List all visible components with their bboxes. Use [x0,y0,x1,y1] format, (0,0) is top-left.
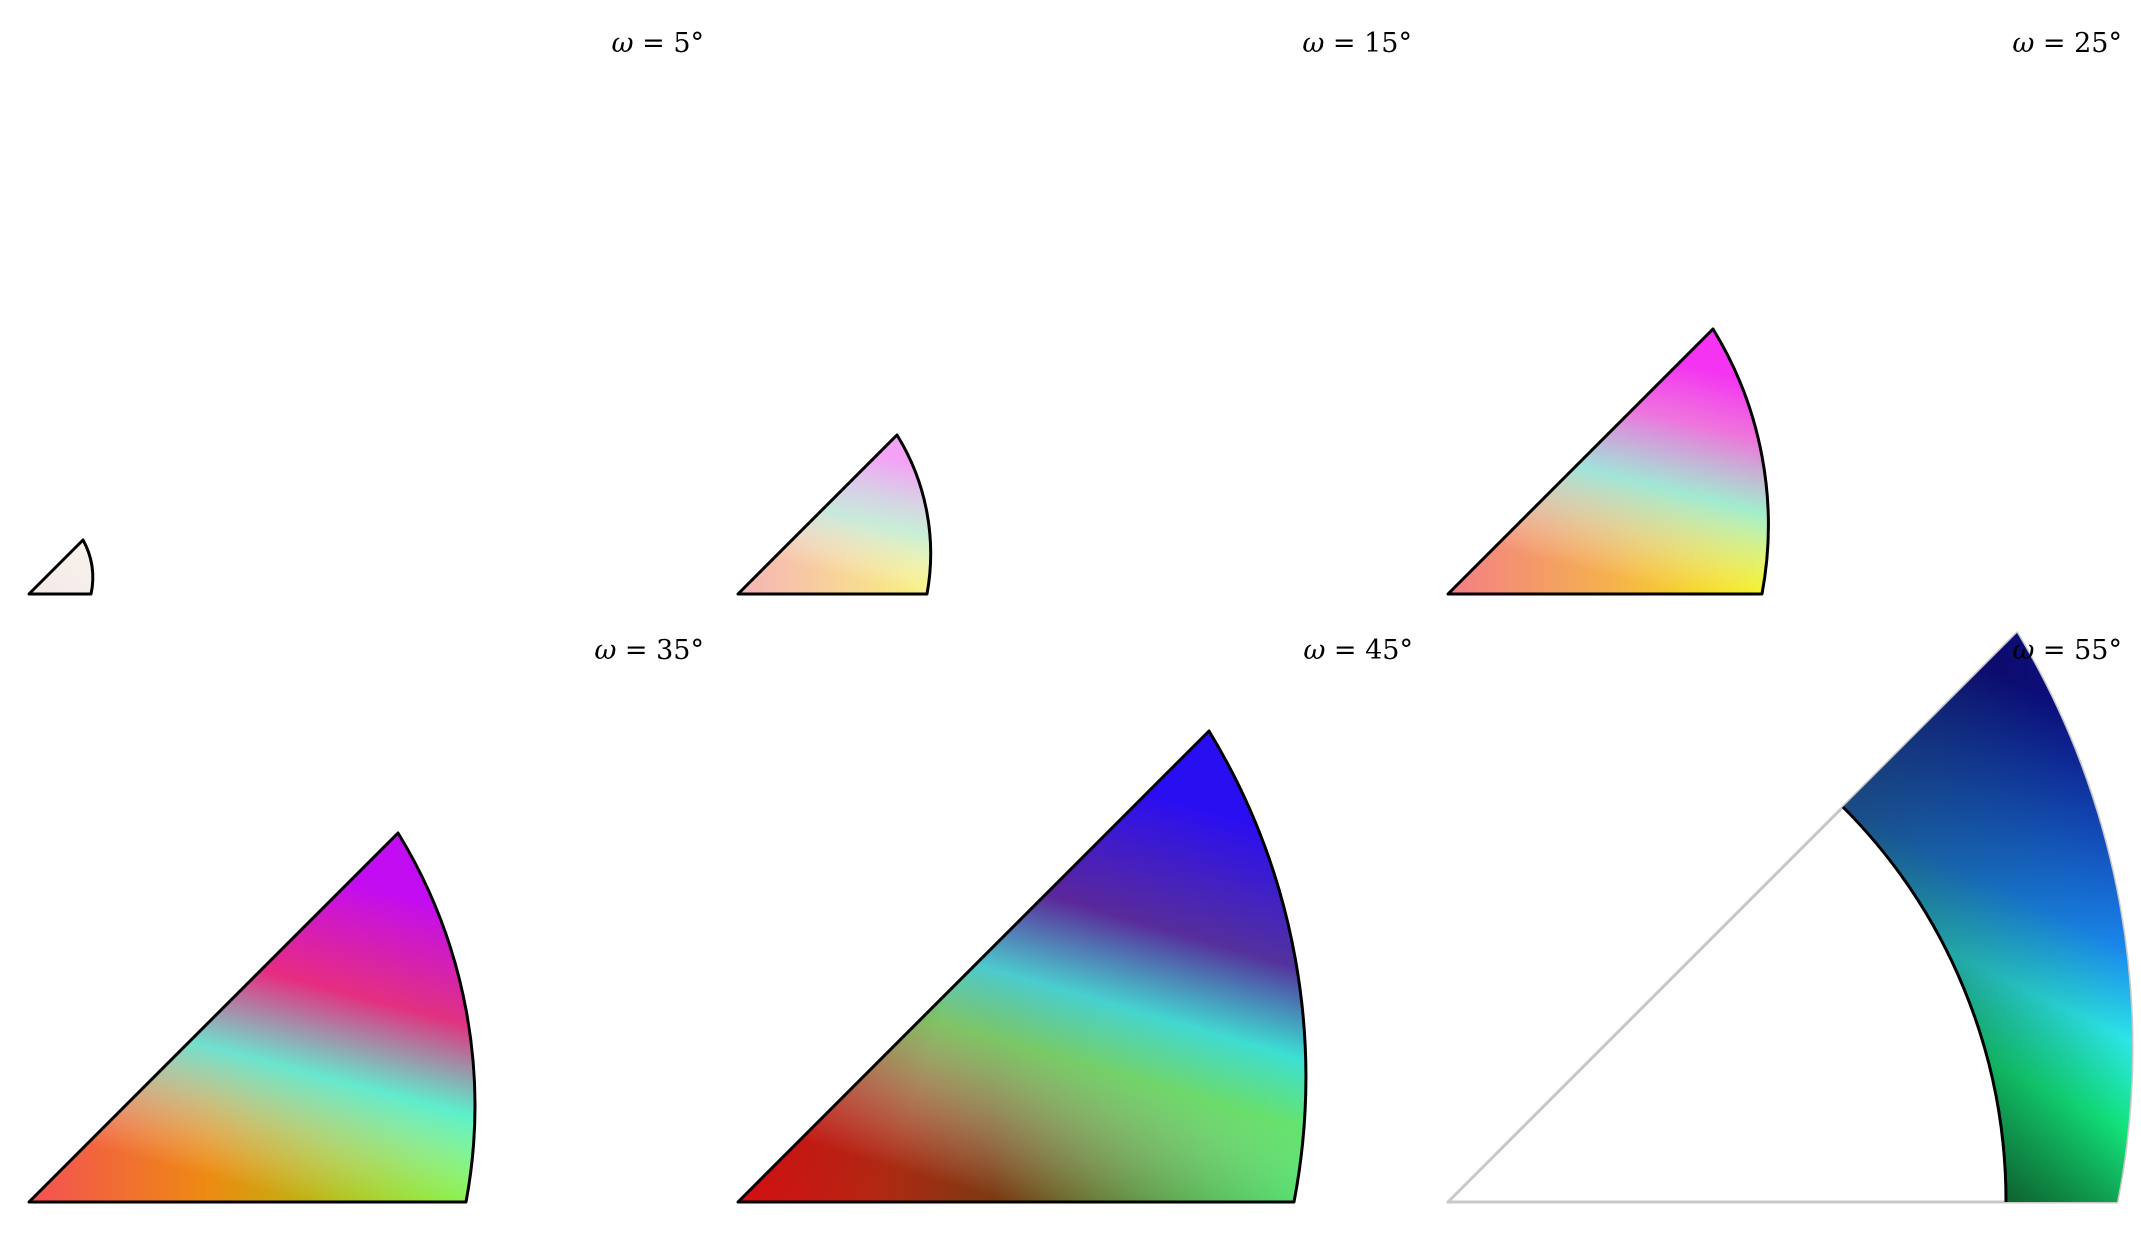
sector-outline [1446,327,1770,596]
annular-band-shade [1843,633,2132,1202]
sector-outline [736,729,1308,1204]
inner-arc-outline [1841,805,2008,1203]
panel-label: ω = 55° [2012,635,2122,666]
panel-label: ω = 5° [612,28,705,59]
panel-omega-5: ω = 5° [27,28,705,596]
panel-omega-45: ω = 45° [736,635,1413,1204]
sector-fill-overlay [1448,329,1769,594]
sector-outline [27,831,477,1204]
panel-omega-15: ω = 15° [736,28,1412,596]
panel-omega-35: ω = 35° [27,635,704,1204]
sector-fill-overlay [29,833,475,1202]
panel-label: ω = 45° [1303,635,1413,666]
sector-outline [27,538,95,596]
sector-fill [29,540,93,594]
sector-fill-overlay [738,435,931,594]
sector-outline [736,433,933,596]
panel-omega-25: ω = 25° [1446,28,2122,596]
panel-omega-55: ω = 55° [1446,631,2134,1204]
panel-label: ω = 35° [594,635,704,666]
sector-fill-shade [738,731,1306,1202]
panel-label: ω = 25° [2012,28,2122,59]
panel-label: ω = 15° [1302,28,1412,59]
